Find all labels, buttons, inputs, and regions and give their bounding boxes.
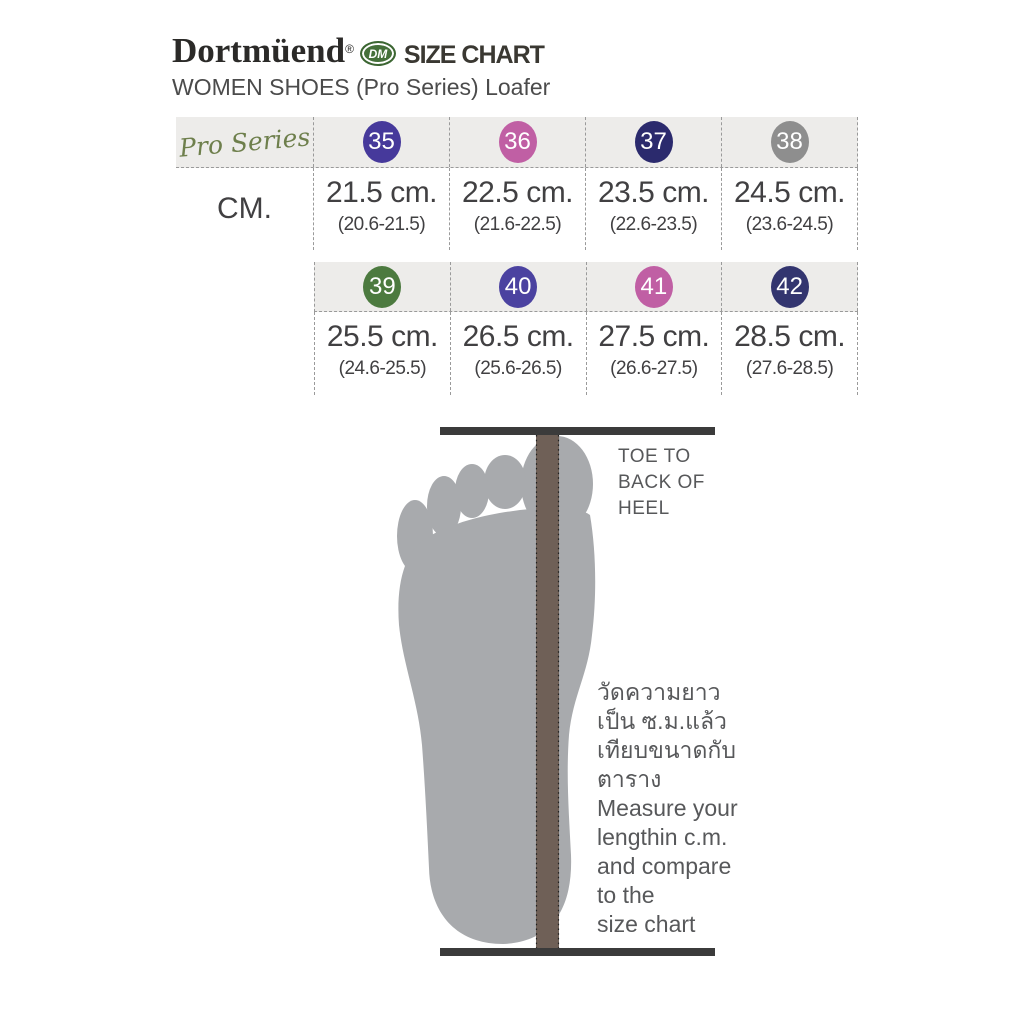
length-cell-38: 24.5 cm. (23.6-24.5)	[722, 168, 858, 250]
unit-cell: CM.	[176, 168, 314, 250]
size-badge-36: 36	[498, 121, 537, 163]
length-cell-36: 22.5 cm. (21.6-22.5)	[450, 168, 586, 250]
instruction-line: เทียบขนาดกับ	[597, 737, 736, 763]
size-badge-37: 37	[634, 121, 673, 163]
length-cell-41: 27.5 cm. (26.6-27.5)	[587, 312, 723, 395]
length-value: 25.5 cm.	[326, 320, 439, 353]
size-cell-39: 39	[315, 262, 451, 311]
length-value: 22.5 cm.	[461, 176, 574, 209]
page-title: SIZE CHART	[403, 41, 545, 69]
instruction-line: เป็น ซ.ม.แล้ว	[597, 708, 727, 734]
instruction-line: Measure your	[597, 795, 738, 821]
size-cell-40: 40	[451, 262, 587, 311]
pro-series-label: Pro Series	[177, 121, 312, 163]
size-badge-40: 40	[499, 265, 538, 308]
pro-series-cell: Pro Series	[176, 117, 314, 167]
size-badge-42: 42	[770, 265, 809, 308]
instruction-line: and compare	[597, 853, 732, 879]
length-range: (25.6-26.5)	[474, 358, 562, 379]
length-range: (21.6-22.5)	[473, 214, 562, 235]
length-value: 27.5 cm.	[598, 320, 710, 353]
label-line: BACK OF	[618, 472, 705, 493]
size-cell-42: 42	[722, 262, 858, 311]
length-range: (20.6-21.5)	[337, 214, 426, 235]
length-range: (23.6-24.5)	[745, 214, 834, 235]
toe-line-bar	[440, 427, 715, 435]
length-range: (26.6-27.5)	[610, 358, 698, 379]
size-table-row-1: Pro Series 35 36 37 38 CM. 21.5 cm. (20.…	[176, 117, 858, 250]
size-cell-35: 35	[314, 117, 450, 167]
page-subtitle: WOMEN SHOES (Pro Series) Loafer	[172, 74, 551, 100]
toe-to-heel-label: TOE TO BACK OF HEEL	[618, 444, 705, 522]
instruction-line: to the	[597, 882, 655, 908]
length-row-2: 25.5 cm. (24.6-25.5) 26.5 cm. (25.6-26.5…	[314, 312, 858, 395]
length-value: 21.5 cm.	[325, 176, 438, 209]
brand-badge-icon: DM	[359, 41, 396, 66]
foot-diagram-graphic	[397, 427, 715, 956]
length-value: 23.5 cm.	[597, 176, 710, 209]
label-line: TOE TO	[618, 446, 691, 467]
size-header-row-1: Pro Series 35 36 37 38	[176, 117, 858, 168]
length-value: 26.5 cm.	[462, 320, 575, 353]
unit-label: CM.	[217, 192, 272, 225]
instruction-line: ตาราง	[597, 766, 662, 792]
length-value: 28.5 cm.	[734, 320, 846, 353]
instruction-line: size chart	[597, 911, 696, 937]
size-cell-36: 36	[450, 117, 586, 167]
instruction-line: lengthin c.m.	[597, 824, 728, 850]
foot-silhouette	[397, 436, 596, 944]
length-cell-39: 25.5 cm. (24.6-25.5)	[315, 312, 451, 395]
length-cell-35: 21.5 cm. (20.6-21.5)	[314, 168, 450, 250]
length-range: (22.6-23.5)	[609, 214, 698, 235]
size-badge-38: 38	[770, 121, 809, 163]
length-cell-40: 26.5 cm. (25.6-26.5)	[451, 312, 587, 395]
instruction-line: วัดความยาว	[597, 679, 721, 705]
size-cell-37: 37	[586, 117, 722, 167]
brand-logo-text: Dortmüend®	[172, 31, 354, 70]
length-value: 24.5 cm.	[733, 176, 846, 209]
foot-measurement-diagram: TOE TO BACK OF HEEL วัดความยาว เป็น ซ.ม.…	[390, 420, 750, 970]
size-badge-41: 41	[634, 265, 673, 308]
length-range: (27.6-28.5)	[745, 358, 834, 379]
size-badge-39: 39	[363, 265, 402, 308]
label-line: HEEL	[618, 498, 670, 519]
length-cell-42: 28.5 cm. (27.6-28.5)	[722, 312, 858, 395]
size-cell-41: 41	[587, 262, 723, 311]
length-row-1: CM. 21.5 cm. (20.6-21.5) 22.5 cm. (21.6-…	[176, 168, 858, 250]
measure-stripe	[536, 435, 559, 948]
heel-line-bar	[440, 948, 715, 956]
size-header-row-2: 39 40 41 42	[314, 262, 858, 312]
measuring-instructions: วัดความยาว เป็น ซ.ม.แล้ว เทียบขนาดกับ ตา…	[597, 678, 738, 939]
size-cell-38: 38	[722, 117, 858, 167]
length-cell-37: 23.5 cm. (22.6-23.5)	[586, 168, 722, 250]
length-range: (24.6-25.5)	[338, 358, 427, 379]
header: Dortmüend® DM SIZE CHART	[172, 31, 545, 70]
registered-mark: ®	[345, 42, 354, 56]
size-table-row-2: 39 40 41 42 25.5 cm. (24.6-25.5) 26.5 cm…	[314, 262, 858, 395]
size-badge-35: 35	[362, 121, 401, 163]
